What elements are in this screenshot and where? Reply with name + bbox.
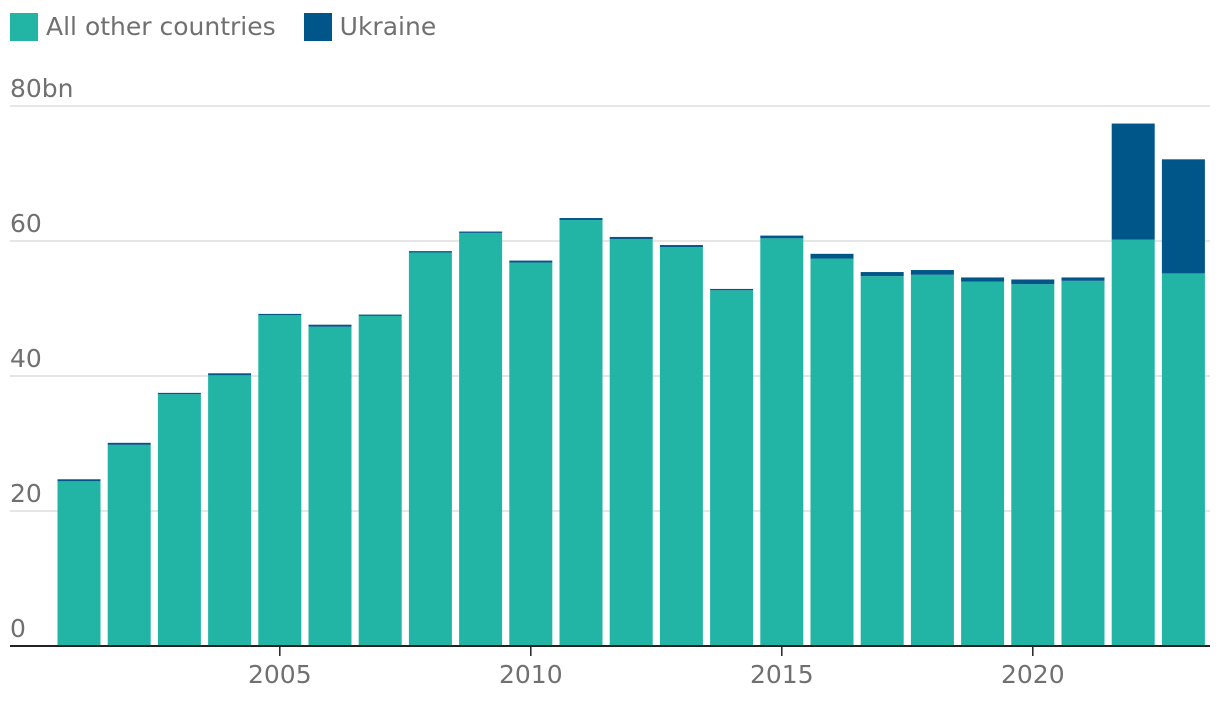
bar-2010-all-other-countries: [509, 262, 553, 646]
bar-2022-all-other-countries: [1111, 239, 1155, 646]
bar-2005-all-other-countries: [258, 315, 302, 646]
bar-2014-ukraine: [710, 288, 754, 291]
bar-2013-ukraine: [659, 245, 703, 248]
bar-2011-all-other-countries: [559, 220, 603, 646]
legend-item-all-other-countries: All other countries: [10, 12, 276, 42]
bar-2005-ukraine: [258, 313, 302, 316]
bar-2013-all-other-countries: [659, 247, 703, 646]
bar-2023-ukraine: [1161, 159, 1205, 274]
bar-2008-ukraine: [408, 251, 452, 253]
bar-2018-all-other-countries: [910, 274, 954, 646]
bar-2019-all-other-countries: [961, 281, 1005, 646]
bar-2016-ukraine: [810, 253, 854, 259]
bar-2002-ukraine: [107, 442, 151, 445]
bar-2012-ukraine: [609, 236, 653, 239]
bar-2022-ukraine: [1111, 123, 1155, 240]
bar-2003-ukraine: [157, 392, 201, 395]
bar-2015-ukraine: [760, 235, 804, 239]
bar-2007-ukraine: [358, 314, 402, 316]
legend-swatch-ukraine: [303, 13, 332, 41]
bar-2017-all-other-countries: [860, 276, 904, 646]
y-tick-label-20: 20: [10, 479, 42, 508]
bar-2006-all-other-countries: [308, 326, 352, 646]
bar-2009-all-other-countries: [459, 232, 503, 646]
bar-2003-all-other-countries: [157, 394, 201, 646]
y-axis-ticks: 0 20 40 60 80bn: [10, 74, 74, 643]
bar-2020-all-other-countries: [1011, 284, 1055, 646]
bar-2023-all-other-countries: [1161, 273, 1205, 646]
bar-2010-ukraine: [509, 260, 553, 263]
bar-2004-all-other-countries: [208, 375, 252, 646]
bar-2009-ukraine: [459, 231, 503, 233]
bar-2015-all-other-countries: [760, 238, 804, 647]
bar-2019-ukraine: [961, 277, 1005, 282]
legend-swatch-all-other-countries: [10, 13, 38, 41]
x-axis-ticks: 2005 2010 2015 2020: [248, 646, 1065, 689]
bar-2012-all-other-countries: [609, 238, 653, 646]
x-tick-label-2005: 2005: [248, 660, 312, 689]
legend-label-all-other-countries: All other countries: [46, 12, 276, 41]
bar-2007-all-other-countries: [358, 315, 402, 646]
bar-2004-ukraine: [208, 373, 252, 376]
legend-item-ukraine: Ukraine: [303, 12, 437, 42]
x-tick-label-2020: 2020: [1001, 660, 1065, 689]
bar-2002-all-other-countries: [107, 444, 151, 646]
bar-2001-ukraine: [57, 479, 101, 482]
y-tick-label-80: 80bn: [10, 74, 74, 103]
bar-2021-all-other-countries: [1061, 280, 1105, 646]
bar-2011-ukraine: [559, 218, 603, 221]
bar-2016-all-other-countries: [810, 258, 854, 646]
x-tick-label-2015: 2015: [750, 660, 814, 689]
bar-2006-ukraine: [308, 324, 352, 327]
y-tick-label-0: 0: [10, 614, 26, 643]
bar-2018-ukraine: [910, 270, 954, 275]
bar-2017-ukraine: [860, 272, 904, 277]
bar-2001-all-other-countries: [57, 481, 101, 646]
x-tick-label-2010: 2010: [499, 660, 563, 689]
legend-label-ukraine: Ukraine: [339, 12, 437, 41]
y-tick-label-60: 60: [10, 209, 42, 238]
bar-2020-ukraine: [1011, 279, 1055, 285]
bars: [57, 123, 1205, 647]
y-tick-label-40: 40: [10, 344, 42, 373]
bar-2008-all-other-countries: [408, 252, 452, 646]
legend: All other countries Ukraine: [10, 11, 464, 43]
bar-2021-ukraine: [1061, 277, 1105, 281]
bar-2014-all-other-countries: [710, 290, 754, 646]
